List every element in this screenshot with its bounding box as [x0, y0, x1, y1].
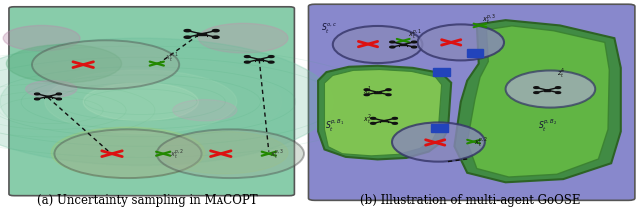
Circle shape	[364, 94, 369, 96]
Circle shape	[212, 36, 219, 38]
Ellipse shape	[54, 129, 202, 178]
Text: $S_t^{p,B_2}$: $S_t^{p,B_2}$	[538, 118, 557, 134]
Circle shape	[364, 89, 369, 91]
Circle shape	[3, 25, 80, 51]
Circle shape	[6, 45, 122, 83]
Circle shape	[0, 55, 282, 148]
Circle shape	[0, 38, 333, 165]
Circle shape	[173, 100, 237, 121]
Polygon shape	[318, 66, 451, 159]
Circle shape	[371, 117, 376, 119]
Circle shape	[56, 98, 61, 100]
Circle shape	[371, 123, 376, 124]
Text: $x_t^2$: $x_t^2$	[363, 113, 372, 126]
Circle shape	[212, 29, 219, 32]
Circle shape	[412, 46, 417, 48]
Bar	[544, 90, 550, 91]
Circle shape	[35, 93, 40, 95]
FancyBboxPatch shape	[308, 4, 635, 200]
Ellipse shape	[157, 129, 304, 178]
Circle shape	[556, 87, 561, 88]
Circle shape	[392, 123, 397, 124]
Ellipse shape	[333, 26, 422, 63]
Circle shape	[268, 61, 274, 63]
Text: $x_t^{p,1}$: $x_t^{p,1}$	[165, 51, 179, 65]
Text: $x_t^{p,1}$: $x_t^{p,1}$	[408, 28, 422, 42]
FancyBboxPatch shape	[9, 7, 294, 196]
Polygon shape	[324, 70, 442, 156]
Ellipse shape	[32, 40, 179, 89]
Text: $x_t^{p,3}$: $x_t^{p,3}$	[482, 13, 496, 27]
Bar	[381, 120, 387, 121]
Bar	[431, 124, 448, 132]
Circle shape	[244, 61, 250, 63]
Bar	[197, 33, 206, 35]
Bar	[374, 92, 381, 93]
Circle shape	[56, 93, 61, 95]
Circle shape	[26, 81, 77, 98]
Circle shape	[35, 98, 40, 100]
Circle shape	[160, 131, 288, 174]
Circle shape	[534, 92, 539, 93]
Circle shape	[412, 41, 417, 43]
Circle shape	[390, 46, 395, 48]
Text: $x_t^{p,2}$: $x_t^{p,2}$	[170, 148, 184, 162]
Circle shape	[184, 36, 191, 38]
Circle shape	[198, 23, 288, 53]
Text: (a) Uncertainty sampling in MᴀCOPT: (a) Uncertainty sampling in MᴀCOPT	[37, 194, 257, 207]
Bar	[256, 59, 263, 60]
Bar	[433, 68, 450, 76]
Text: $S_t^{p,B_1}$: $S_t^{p,B_1}$	[325, 118, 344, 134]
Circle shape	[386, 94, 391, 96]
Circle shape	[244, 56, 250, 57]
Circle shape	[534, 87, 539, 88]
Bar	[400, 44, 406, 45]
Bar	[45, 96, 51, 97]
Circle shape	[184, 29, 191, 32]
Text: $S_t^{o,c}$: $S_t^{o,c}$	[321, 22, 338, 36]
Text: $x_t^{p,3}$: $x_t^{p,3}$	[270, 148, 284, 162]
Polygon shape	[467, 26, 609, 177]
Ellipse shape	[417, 24, 504, 60]
Circle shape	[390, 41, 395, 43]
Circle shape	[83, 83, 198, 121]
Circle shape	[556, 92, 561, 93]
Ellipse shape	[392, 122, 485, 162]
Circle shape	[51, 127, 205, 178]
Text: (b) Illustration of multi-agent GoOSE: (b) Illustration of multi-agent GoOSE	[360, 194, 580, 207]
Circle shape	[392, 117, 397, 119]
Bar	[467, 49, 483, 57]
Text: $x_t^1$: $x_t^1$	[363, 84, 372, 98]
Polygon shape	[454, 20, 621, 182]
Circle shape	[45, 70, 237, 134]
Text: $z_t^4$: $z_t^4$	[557, 66, 565, 80]
Circle shape	[268, 56, 274, 57]
Circle shape	[386, 89, 391, 91]
Ellipse shape	[506, 70, 595, 108]
Text: $x_t^{p,2}$: $x_t^{p,2}$	[474, 136, 488, 150]
